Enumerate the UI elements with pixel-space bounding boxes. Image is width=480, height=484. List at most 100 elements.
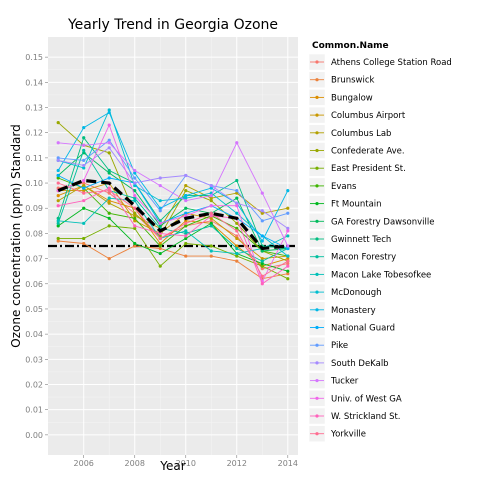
series-point	[260, 259, 264, 263]
series-point	[286, 277, 290, 281]
series-point	[56, 216, 60, 220]
series-point	[184, 189, 188, 193]
legend-label: Macon Lake Tobesofkee	[331, 270, 431, 280]
series-point	[133, 224, 137, 228]
legend-key-point	[315, 343, 319, 347]
series-point	[133, 176, 137, 180]
series-point	[56, 204, 60, 208]
legend-item: Monastery	[308, 301, 376, 319]
x-tick-label: 2008	[125, 459, 145, 468]
series-point	[158, 183, 162, 188]
series-point	[133, 196, 137, 200]
series-point	[260, 191, 264, 195]
series-point	[209, 224, 213, 228]
series-point	[133, 211, 137, 215]
series-point	[82, 236, 86, 241]
series-point	[107, 256, 111, 261]
y-tick-label: 0.10	[25, 179, 43, 188]
series-point	[107, 110, 111, 115]
series-point	[209, 219, 213, 223]
series-point	[107, 151, 111, 155]
legend-label: Pike	[331, 341, 348, 351]
x-tick-label: 2012	[227, 459, 247, 468]
series-point	[107, 146, 111, 150]
legend-item: East President St.	[308, 159, 406, 177]
series-group	[56, 239, 290, 281]
legend-key-point	[315, 78, 319, 82]
series-point	[56, 239, 60, 243]
series-point	[133, 241, 137, 246]
series-layer	[56, 108, 290, 286]
legend-label: Bungalow	[331, 93, 373, 103]
legend-item: Athens College Station Road	[308, 53, 452, 71]
series-point	[82, 143, 86, 147]
series-point	[184, 234, 188, 238]
series-point	[82, 126, 86, 130]
series-point	[286, 211, 290, 215]
legend-item: Tucker	[308, 372, 359, 389]
series-point	[260, 274, 264, 278]
series-point	[158, 244, 162, 248]
series-point	[107, 176, 111, 180]
series-point	[209, 249, 213, 253]
series-point	[107, 123, 111, 127]
legend-label: National Guard	[331, 324, 395, 334]
mean-line-layer	[57, 178, 288, 251]
y-tick-label: 0.14	[25, 78, 43, 87]
series-point	[56, 158, 60, 162]
series-point	[184, 241, 188, 246]
y-tick-label: 0.13	[25, 104, 43, 113]
legend-key-point	[315, 414, 319, 418]
series-point	[209, 183, 213, 188]
series-point	[184, 173, 188, 178]
legend-item: Yorkville	[308, 425, 366, 442]
series-point	[209, 216, 213, 220]
series-line	[58, 225, 288, 280]
series-point	[82, 166, 86, 170]
series-point	[82, 241, 86, 246]
major-gridlines	[48, 37, 298, 455]
series-point	[235, 191, 239, 195]
series-point	[56, 168, 60, 173]
series-point	[235, 229, 239, 233]
legend-item: South DeKalb	[308, 354, 389, 372]
series-point	[235, 226, 239, 230]
legend-item: Columbus Lab	[308, 124, 391, 142]
series-point	[82, 189, 86, 193]
series-point	[82, 191, 86, 195]
series-point	[107, 108, 111, 112]
legend-key-point	[315, 95, 319, 99]
legend-key-point	[315, 379, 319, 383]
series-line	[58, 240, 288, 280]
series-point	[82, 199, 86, 203]
legend-key-point	[315, 255, 319, 259]
series-point	[107, 141, 111, 145]
series-point	[286, 206, 290, 210]
legend-item: McDonough	[308, 283, 382, 301]
legend-label: Macon Forestry	[331, 253, 396, 263]
y-tick-label: 0.11	[25, 154, 43, 163]
series-point	[82, 136, 86, 140]
series-line	[57, 207, 288, 272]
series-point	[133, 181, 137, 185]
series-point	[235, 201, 239, 205]
series-point	[286, 244, 290, 248]
legend-label: Yorkville	[330, 430, 366, 440]
legend-key-point	[315, 113, 319, 117]
series-point	[260, 262, 264, 266]
series-point	[56, 141, 60, 145]
legend-label: Brunswick	[331, 76, 375, 86]
series-group	[56, 224, 290, 281]
series-point	[107, 186, 111, 190]
y-tick-label: 0.03	[25, 355, 43, 364]
y-tick-label: 0.08	[25, 229, 43, 238]
series-point	[133, 206, 137, 210]
series-point	[209, 221, 213, 225]
x-axis-label: Year	[159, 459, 185, 473]
series-point	[56, 224, 60, 228]
series-point	[158, 251, 162, 256]
legend-item: Gwinnett Tech	[308, 230, 391, 248]
legend-title: Common.Name	[312, 41, 389, 51]
series-point	[235, 251, 239, 256]
